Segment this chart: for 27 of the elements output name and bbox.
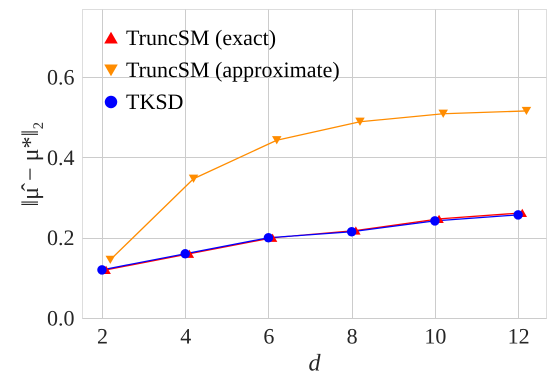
y-tick-label: 0.2: [47, 225, 74, 250]
point: [430, 216, 440, 226]
x-tick-label: 12: [508, 324, 530, 348]
point: [346, 226, 356, 236]
point: [355, 118, 365, 126]
legend-label: TruncSM (approximate): [126, 57, 340, 82]
x-tick-label: 6: [263, 324, 274, 348]
point: [272, 136, 282, 144]
x-axis-title: d: [308, 350, 322, 376]
y-axis-title: ‖μ̂ − μ*‖₂: [18, 121, 44, 207]
point: [106, 256, 116, 264]
y-tick-label: 0.6: [47, 64, 74, 90]
point: [97, 265, 107, 275]
point: [188, 174, 198, 183]
y-tick-label: 0.4: [47, 144, 74, 170]
x-tick-label: 8: [346, 324, 358, 348]
x-tick-label: 10: [424, 324, 446, 348]
legend-label: TruncSM (exact): [126, 25, 276, 50]
legend-label: TKSD: [126, 89, 184, 114]
y-tick-label: 0.0: [47, 306, 74, 330]
x-tick-label: 4: [180, 324, 192, 348]
point: [513, 210, 523, 220]
point: [180, 249, 190, 259]
point: [264, 233, 274, 242]
point: [522, 106, 532, 116]
x-tick-label: 2: [96, 324, 108, 348]
point: [438, 110, 448, 118]
